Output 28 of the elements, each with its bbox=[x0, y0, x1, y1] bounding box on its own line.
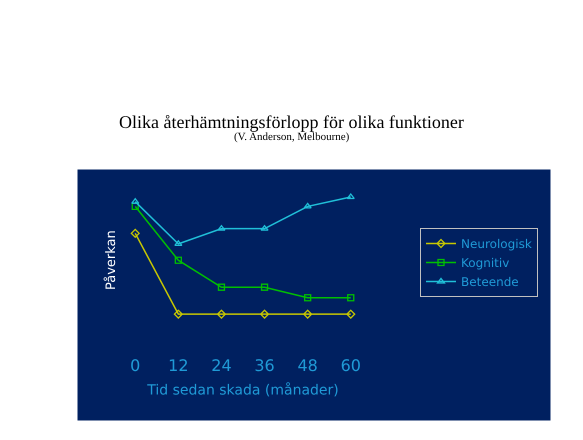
point bbox=[131, 198, 140, 204]
chart-title: Olika återhämtningsförlopp för olika funktioner bbox=[119, 112, 464, 132]
point bbox=[174, 256, 182, 264]
legend-label: Kognitiv bbox=[461, 256, 510, 270]
x-axis-title: Tid sedan skada (månader) bbox=[146, 381, 339, 398]
legend-label: Neurologisk bbox=[461, 237, 532, 252]
x-tick-label: 36 bbox=[254, 356, 275, 375]
point bbox=[174, 240, 182, 246]
point bbox=[130, 228, 140, 238]
point bbox=[304, 202, 312, 209]
x-tick-label: 24 bbox=[211, 356, 232, 375]
legend-label: Beteende bbox=[461, 275, 519, 290]
x-tick-label: 12 bbox=[168, 356, 189, 375]
chart-subtitle: (V. Anderson, Melbourne) bbox=[234, 131, 350, 143]
x-tick-label: 0 bbox=[130, 356, 140, 375]
y-axis-title: Påverkan bbox=[103, 230, 119, 290]
point bbox=[174, 310, 183, 319]
point bbox=[303, 310, 312, 319]
point bbox=[218, 284, 226, 291]
point bbox=[304, 294, 312, 302]
point bbox=[346, 193, 355, 200]
point bbox=[347, 294, 354, 302]
point bbox=[346, 310, 356, 319]
x-tick-label: 48 bbox=[297, 356, 318, 375]
x-tick-label: 60 bbox=[340, 356, 361, 375]
point bbox=[260, 310, 270, 319]
point bbox=[216, 310, 226, 319]
point bbox=[260, 284, 268, 291]
